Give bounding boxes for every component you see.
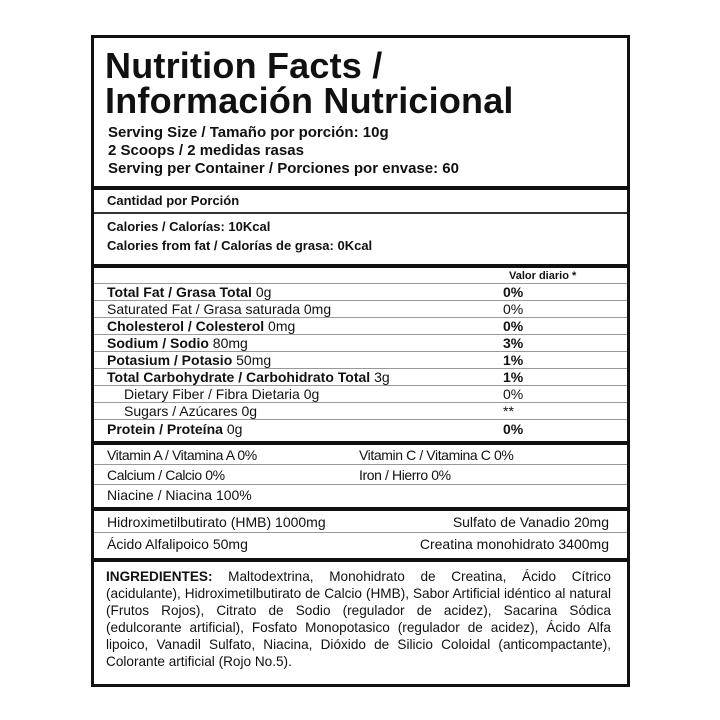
ingredients-label: INGREDIENTES: — [106, 569, 213, 584]
nutrient-amount: 80mg — [212, 335, 248, 351]
nutrient-dv: 0% — [503, 318, 524, 334]
nutrient-row: Saturated Fat / Grasa saturada 0mg 0% — [94, 301, 627, 318]
nutrient-amount: 0g — [255, 284, 272, 300]
calories-from-fat: Calories from fat / Calorías de grasa: 0… — [107, 238, 373, 253]
nutrient-name: Cholesterol / Colesterol — [107, 318, 265, 334]
nutrient-amount: 0mg — [268, 318, 296, 334]
nutrient-dv: 0% — [503, 284, 524, 300]
nutrient-dv: 0% — [503, 386, 524, 402]
nutrient-row: Cholesterol / Colesterol 0mg 0% — [94, 318, 627, 335]
dv-header: Valor diario * — [509, 270, 577, 282]
nutrient-dv: 1% — [503, 369, 524, 385]
vitamin-row: Calcium / Calcio 0% Iron / Hierro 0% — [94, 465, 627, 485]
nutrient-dv: ** — [503, 403, 514, 419]
title-en: Nutrition Facts / — [105, 45, 383, 86]
nutrient-name: Dietary Fiber / Fibra Dietaria — [124, 386, 300, 402]
vitamin-a: Vitamin A / Vitamina A 0% — [107, 447, 257, 463]
niacine: Niacine / Niacina 100% — [107, 487, 252, 503]
amount-header: Cantidad por Porción — [94, 190, 627, 214]
dv-header-row: Valor diario * — [94, 268, 627, 284]
calcium: Calcium / Calcio 0% — [107, 467, 225, 483]
active-row: Ácido Alfalipoico 50mg Creatina monohidra… — [94, 533, 627, 555]
actives-section: Hidroximetilbutirato (HMB) 1000mg Sulfato… — [94, 507, 627, 555]
label-title: Nutrition Facts / Información Nutriciona… — [94, 38, 627, 121]
calories: Calories / Calorías: 10Kcal — [107, 219, 271, 234]
vanadium: Sulfato de Vanadio 20mg — [452, 514, 609, 530]
nutrient-amount: 50mg — [236, 352, 272, 368]
active-row: Hidroximetilbutirato (HMB) 1000mg Sulfato… — [94, 511, 627, 533]
nutrient-dv: 0% — [503, 421, 524, 437]
nutrient-name: Sugars / Azúcares — [124, 403, 238, 419]
nutrient-name: Protein / Proteína — [107, 421, 223, 437]
nutrient-dv: 0% — [503, 301, 524, 317]
nutrient-amount: 3g — [374, 369, 390, 385]
title-es: Información Nutricional — [105, 80, 514, 121]
nutrient-amount: 0mg — [303, 301, 332, 317]
nutrient-row: Total Carbohydrate / Carbohidrato Total … — [94, 369, 627, 386]
nutrient-name: Potasium / Potasio — [107, 352, 233, 368]
nutrient-amount: 0g — [226, 421, 243, 437]
nutrient-name: Total Fat / Grasa Total — [107, 284, 252, 300]
serving-info: Serving Size / Tamaño por porción: 10g 2… — [94, 118, 627, 178]
ingredients-section: INGREDIENTES: Maltodextrina, Monohidrato… — [94, 558, 627, 670]
serving-size: Serving Size / Tamaño por porción: 10g — [108, 124, 389, 141]
nutrient-row: Total Fat / Grasa Total 0g 0% — [94, 284, 627, 301]
iron: Iron / Hierro 0% — [359, 467, 451, 483]
nutrient-amount: 0g — [303, 386, 320, 402]
nutrient-name: Total Carbohydrate / Carbohidrato Total — [107, 369, 371, 385]
creatine: Creatina monohidrato 3400mg — [419, 536, 609, 552]
nutrient-name: Saturated Fat / Grasa saturada — [107, 301, 300, 317]
hmb: Hidroximetilbutirato (HMB) 1000mg — [107, 514, 326, 530]
vitamin-c: Vitamin C / Vitamina C 0% — [359, 447, 514, 463]
alpha-lipoic: Ácido Alfalipoico 50mg — [107, 536, 248, 552]
nutrient-row: Protein / Proteína 0g 0% — [94, 420, 627, 439]
nutrient-dv: 1% — [503, 352, 524, 368]
scoops: 2 Scoops / 2 medidas rasas — [108, 142, 304, 159]
vitamins-section: Vitamin A / Vitamina A 0% Vitamin C / Vit… — [94, 441, 627, 505]
nutrients-section: Valor diario * Total Fat / Grasa Total 0… — [94, 264, 627, 439]
nutrient-dv: 3% — [503, 335, 524, 351]
calories-block: Calories / Calorías: 10Kcal Calories fro… — [94, 214, 627, 255]
amount-section: Cantidad por Porción Calories / Calorías… — [94, 186, 627, 255]
servings-per-container: Serving per Container / Porciones por en… — [108, 160, 459, 177]
nutrient-row: Sodium / Sodio 80mg 3% — [94, 335, 627, 352]
nutrient-name: Sodium / Sodio — [107, 335, 209, 351]
nutrient-amount: 0g — [241, 403, 258, 419]
ingredients-text: Maltodextrina, Monohidrato de Creatina, … — [106, 569, 611, 669]
ingredients: INGREDIENTES: Maltodextrina, Monohidrato… — [94, 562, 627, 670]
nutrient-row: Dietary Fiber / Fibra Dietaria 0g 0% — [94, 386, 627, 403]
nutrient-row: Potasium / Potasio 50mg 1% — [94, 352, 627, 369]
nutrition-label: Nutrition Facts / Información Nutriciona… — [91, 35, 630, 687]
nutrient-row: Sugars / Azúcares 0g ** — [94, 403, 627, 420]
vitamin-row: Vitamin A / Vitamina A 0% Vitamin C / Vit… — [94, 445, 627, 465]
